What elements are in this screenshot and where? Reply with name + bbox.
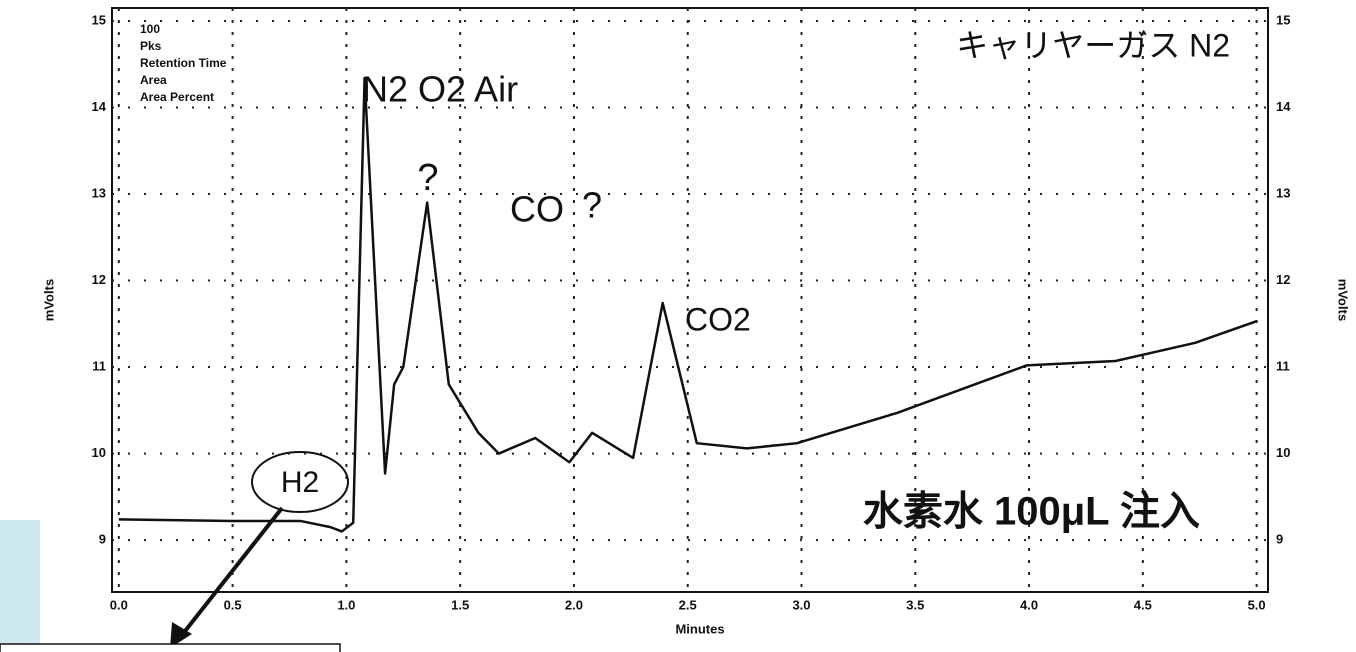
y2-tick-label: 13 (1276, 185, 1290, 200)
y-tick-label: 12 (92, 272, 106, 287)
callout-box (0, 643, 341, 652)
plot-frame (111, 7, 1269, 593)
y2-tick-label: 14 (1276, 99, 1291, 114)
x-tick-label: 2.0 (565, 597, 583, 612)
side-panel (0, 520, 40, 652)
x-tick-label: 1.5 (451, 597, 469, 612)
annotation: H2 (281, 466, 319, 499)
x-tick-label: 3.0 (792, 597, 810, 612)
peak-legend: Retention Time (140, 56, 227, 70)
y2-axis-label: mVolts (1336, 279, 1351, 321)
y-axis-label: mVolts (41, 279, 56, 321)
peak-legend: 100 (140, 22, 160, 36)
y2-tick-label: 15 (1276, 12, 1290, 27)
x-axis-label: Minutes (675, 621, 724, 636)
peak-legend: Area (140, 73, 167, 87)
annotation: N2 O2 Air (362, 69, 518, 110)
annotation: ? (417, 157, 438, 199)
y2-tick-label: 9 (1276, 532, 1283, 547)
y2-tick-label: 12 (1276, 272, 1290, 287)
annotation: CO (510, 189, 564, 230)
y2-tick-label: 10 (1276, 445, 1290, 460)
peak-legend: Area Percent (140, 90, 214, 104)
peak-legend: Pks (140, 39, 162, 53)
x-tick-label: 3.5 (906, 597, 924, 612)
x-tick-label: 1.0 (337, 597, 355, 612)
y-tick-label: 11 (92, 358, 106, 373)
y-tick-label: 15 (92, 12, 106, 27)
x-tick-label: 0.5 (224, 597, 242, 612)
x-tick-label: 0.0 (110, 597, 128, 612)
y2-tick-label: 11 (1276, 358, 1290, 373)
y-tick-label: 10 (92, 445, 106, 460)
y-tick-label: 14 (92, 99, 107, 114)
arrow-head (170, 622, 192, 648)
h2-circle (251, 451, 349, 513)
x-tick-label: 4.0 (1020, 597, 1038, 612)
y-tick-label: 9 (99, 532, 106, 547)
trace (118, 76, 1258, 533)
x-tick-label: 4.5 (1134, 597, 1152, 612)
annotation: ? (582, 185, 602, 226)
annotation: CO2 (685, 301, 751, 337)
x-tick-label: 5.0 (1248, 597, 1266, 612)
annotation: キャリヤーガス N2 (956, 27, 1230, 63)
arrow (176, 506, 284, 642)
y-tick-label: 13 (92, 185, 106, 200)
annotation: 水素水 100μL 注入 (863, 490, 1200, 534)
x-tick-label: 2.5 (679, 597, 697, 612)
